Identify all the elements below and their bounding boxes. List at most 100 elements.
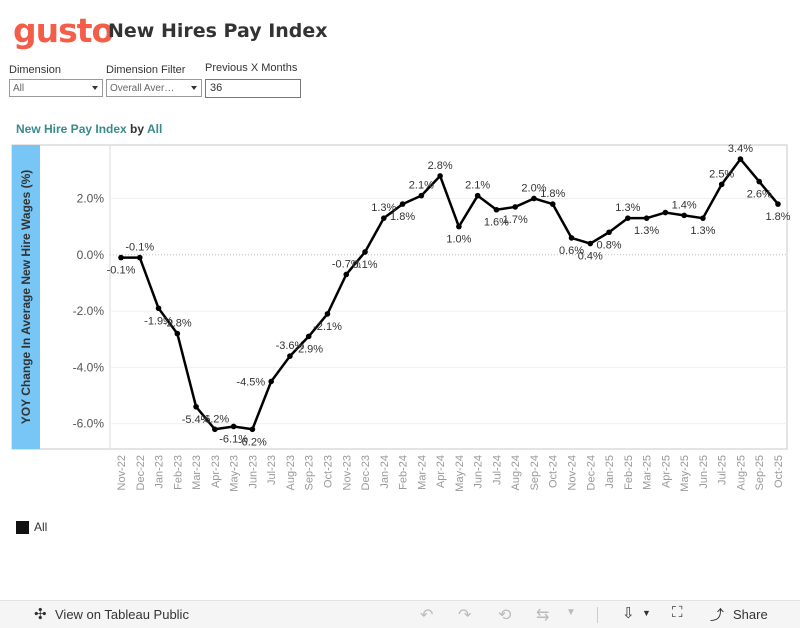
data-point xyxy=(305,333,312,340)
y-tick-label: -6.0% xyxy=(73,417,105,431)
data-label: 1.3% xyxy=(371,202,396,214)
x-tick-label: Jul-23 xyxy=(266,455,278,485)
data-label: 3.4% xyxy=(728,143,753,155)
data-label: 2.1% xyxy=(465,180,490,192)
x-tick-label: Feb-23 xyxy=(172,455,184,490)
x-tick-label: Feb-25 xyxy=(623,455,635,490)
refresh-menu-chevron-icon[interactable]: ▼ xyxy=(566,607,576,618)
fullscreen-icon[interactable]: ⛶ xyxy=(672,604,683,621)
data-label: 0.6% xyxy=(559,245,584,257)
line-chart[interactable]: YOY Change In Average New Hire Wages (%)… xyxy=(0,0,800,505)
share-button[interactable]: Share xyxy=(733,607,768,622)
x-tick-label: Jan-25 xyxy=(604,455,616,489)
y-axis-title-band xyxy=(12,145,40,449)
data-label: -0.1% xyxy=(107,265,136,277)
data-point xyxy=(493,206,500,213)
x-tick-label: Mar-24 xyxy=(416,455,428,490)
x-tick-label: Oct-23 xyxy=(322,455,334,488)
data-point xyxy=(343,271,350,278)
chart-frame: YOY Change In Average New Hire Wages (%) xyxy=(11,144,788,450)
data-label: 1.0% xyxy=(446,234,471,246)
data-point xyxy=(136,254,143,261)
dimension-filter-label: Dimension Filter xyxy=(106,64,186,76)
x-tick-label: May-24 xyxy=(454,455,466,492)
data-label: 1.3% xyxy=(634,225,659,237)
data-label: -0.7% xyxy=(332,258,361,270)
data-point xyxy=(418,192,425,199)
data-label: -6.2% xyxy=(238,436,267,448)
series-all[interactable] xyxy=(118,156,781,433)
data-label: -1.9% xyxy=(144,315,173,327)
dimension-filter-select[interactable]: Overall Aver… xyxy=(106,79,202,97)
data-point xyxy=(474,192,481,199)
x-tick-label: Nov-24 xyxy=(567,455,579,490)
undo-icon[interactable]: ↶ xyxy=(420,607,434,624)
legend-label-all[interactable]: All xyxy=(34,520,48,534)
data-label: 0.4% xyxy=(578,251,603,263)
data-label: -2.8% xyxy=(163,318,192,330)
y-tick-label: 0.0% xyxy=(77,248,105,262)
data-label: 2.8% xyxy=(428,160,453,172)
data-point xyxy=(643,215,650,221)
dimension-filter-select-value: Overall Aver… xyxy=(110,83,175,94)
data-point xyxy=(212,426,218,433)
x-tick-label: Jun-23 xyxy=(247,455,259,489)
data-point xyxy=(381,215,387,221)
data-point xyxy=(155,305,162,312)
x-tick-label: Jun-25 xyxy=(698,455,710,489)
data-label: 1.8% xyxy=(540,188,565,200)
dimension-select[interactable]: All xyxy=(9,79,103,97)
x-tick-label: May-23 xyxy=(229,455,241,492)
chart-heading-measure[interactable]: New Hire Pay Index xyxy=(16,122,127,136)
data-point xyxy=(756,178,763,185)
x-tick-label: Oct-24 xyxy=(548,455,560,488)
x-tick-label: Apr-25 xyxy=(660,455,672,488)
data-label: -0.1% xyxy=(125,242,154,254)
chevron-down-icon xyxy=(92,86,98,90)
data-label: 1.3% xyxy=(690,225,715,237)
x-tick-label: Nov-23 xyxy=(341,455,353,490)
download-icon[interactable]: ⇩ xyxy=(622,605,635,622)
data-label: -3.6% xyxy=(276,340,305,352)
x-axis: Nov-22 Dec-22 Jan-23 Feb-23 Mar-23 Apr-23 May-… xyxy=(116,455,785,492)
data-label: 1.8% xyxy=(765,211,790,223)
x-tick-label: Aug-25 xyxy=(735,455,747,490)
data-point xyxy=(775,201,781,207)
months-label: Previous X Months xyxy=(205,62,298,74)
x-tick-label: Jul-25 xyxy=(717,455,729,485)
x-tick-label: Sep-23 xyxy=(304,455,316,490)
view-on-tableau-link[interactable]: View on Tableau Public xyxy=(55,607,189,622)
gusto-logo[interactable]: gusto xyxy=(13,11,114,50)
y-axis-title: YOY Change In Average New Hire Wages (%) xyxy=(19,170,33,425)
data-label: -4.5% xyxy=(236,376,265,388)
data-label: 1.3% xyxy=(615,202,640,214)
x-tick-label: Oct-25 xyxy=(773,455,785,488)
x-tick-label: Dec-22 xyxy=(135,455,147,490)
dimension-label: Dimension xyxy=(9,64,61,76)
data-label: 2.0% xyxy=(521,182,546,194)
chart-heading-dimension[interactable]: All xyxy=(146,122,163,136)
data-point xyxy=(287,353,293,359)
y-axis: 2.0% 0.0% -2.0% -4.0% -6.0% xyxy=(73,191,105,430)
refresh-icon[interactable]: ⇆ xyxy=(536,607,550,624)
x-tick-label: Mar-23 xyxy=(191,455,203,490)
data-point xyxy=(230,423,237,430)
tableau-logo-icon[interactable]: ✣ xyxy=(34,606,47,623)
share-icon[interactable]: ⤴ xyxy=(710,607,724,623)
data-label: 0.8% xyxy=(597,239,622,251)
redo-icon[interactable]: ↷ xyxy=(458,607,472,624)
data-label: 1.7% xyxy=(503,214,528,226)
download-menu-chevron-icon[interactable]: ▼ xyxy=(642,608,651,618)
x-tick-label: Feb-24 xyxy=(398,455,410,490)
data-point xyxy=(249,426,256,433)
months-input[interactable]: 36 xyxy=(205,79,301,98)
x-tick-label: Dec-23 xyxy=(360,455,372,490)
x-tick-label: Sep-24 xyxy=(529,455,541,490)
data-point xyxy=(437,173,443,179)
revert-icon[interactable]: ⟲ xyxy=(498,607,512,624)
data-point xyxy=(625,215,631,221)
legend-swatch-all[interactable] xyxy=(16,521,29,534)
data-label: 1.8% xyxy=(390,211,415,223)
x-tick-label: Aug-24 xyxy=(510,455,522,490)
data-label: -2.9% xyxy=(294,343,323,355)
